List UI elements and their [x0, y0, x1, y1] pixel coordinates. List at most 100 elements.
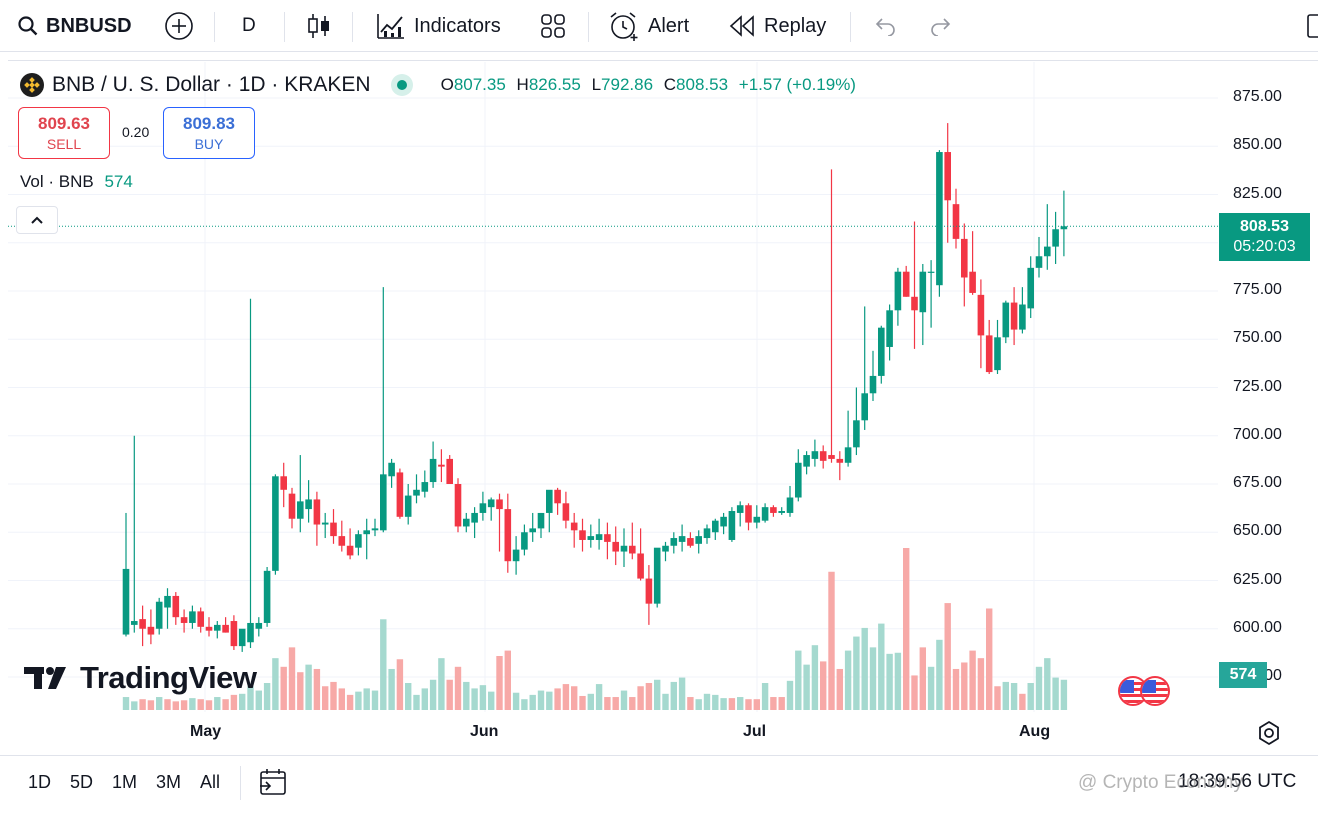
volume-bar — [488, 691, 495, 710]
candle-body — [1035, 256, 1043, 268]
price-tick: 875.00 — [1233, 88, 1282, 105]
toolbar-divider — [588, 12, 589, 42]
volume-bar — [761, 683, 769, 710]
volume-bar — [1010, 683, 1018, 710]
range-1d[interactable]: 1D — [28, 772, 52, 792]
volume-bar — [629, 697, 636, 710]
candle-body — [529, 528, 536, 533]
candle-body — [629, 545, 636, 554]
buy-button[interactable]: 809.83 BUY — [163, 107, 255, 159]
replay-button[interactable]: Replay — [728, 0, 826, 52]
price-tick: 650.00 — [1233, 522, 1282, 540]
candle-body — [479, 503, 487, 513]
settings-gear-icon[interactable] — [1256, 720, 1282, 746]
candle-body — [230, 621, 238, 647]
candle-body — [272, 476, 279, 571]
candle-body — [537, 512, 545, 529]
volume-bar — [405, 683, 412, 710]
candle-body — [927, 271, 935, 273]
candle-body — [463, 518, 470, 527]
symbol-title[interactable]: BNB / U. S. Dollar · 1D · KRAKEN — [52, 73, 371, 96]
volume-bar — [297, 672, 304, 710]
range-5d[interactable]: 5D — [70, 772, 94, 792]
volume-bar — [255, 690, 262, 710]
candle-body — [131, 621, 138, 625]
price-tick: 725.00 — [1233, 377, 1282, 395]
indicators-button[interactable]: Indicators — [376, 0, 501, 52]
candle-body — [952, 204, 960, 239]
volume-bar — [587, 693, 594, 710]
volume-bar — [288, 647, 296, 710]
time-tick-aug: Aug — [1019, 723, 1051, 740]
tradingview-logo[interactable]: TradingView — [24, 660, 257, 696]
volume-bar — [554, 688, 561, 710]
range-3m[interactable]: 3M — [156, 772, 182, 792]
collapse-legend-button[interactable] — [16, 206, 58, 234]
candle-body — [886, 310, 893, 347]
range-all[interactable]: All — [200, 772, 221, 792]
volume-bar — [1027, 683, 1034, 710]
range-1m[interactable]: 1M — [112, 772, 138, 792]
candle-body — [1060, 226, 1068, 230]
toolbar-divider — [214, 12, 215, 42]
volume-bar — [579, 695, 586, 710]
candle-body — [703, 528, 711, 539]
us-event-flag-icon[interactable] — [1140, 676, 1170, 706]
price-tick: 825.00 — [1233, 184, 1282, 202]
volume-bar — [355, 691, 362, 710]
low-key: L — [591, 75, 602, 94]
bottom-toolbar — [0, 755, 1318, 813]
volume-bar — [396, 659, 404, 710]
toolbar-divider — [850, 12, 851, 42]
symbol-search[interactable]: BNBUSD — [18, 0, 132, 52]
add-circle-icon — [165, 12, 193, 40]
volume-bar — [695, 699, 702, 710]
volume-bar — [521, 699, 528, 710]
bottom-divider — [240, 766, 241, 800]
price-tick: 625.00 — [1233, 570, 1282, 588]
candle-body — [263, 570, 271, 623]
market-status-dot[interactable] — [390, 74, 413, 96]
compare-button[interactable] — [164, 0, 194, 52]
chart-pane[interactable] — [8, 60, 1318, 753]
undo-button[interactable] — [872, 0, 898, 52]
candle-body — [214, 624, 221, 631]
goto-date-icon[interactable] — [258, 766, 290, 798]
undo-icon — [875, 18, 895, 36]
volume-bar — [371, 690, 379, 710]
volume-bar — [479, 685, 487, 710]
utc-clock[interactable]: 18:39:56 UTC — [1178, 771, 1297, 792]
volume-bar — [438, 658, 445, 710]
volume-bar — [786, 680, 794, 710]
candle-body — [521, 532, 528, 550]
sell-button[interactable]: 809.63 SELL — [18, 107, 110, 159]
volume-bar — [753, 699, 760, 710]
layout-button[interactable] — [1306, 0, 1318, 52]
volume-bar — [222, 699, 229, 710]
templates-button[interactable] — [540, 0, 566, 52]
candle-body — [189, 611, 196, 623]
volume-bar — [703, 693, 711, 710]
chart-type-button[interactable] — [306, 0, 332, 52]
candle-body — [172, 595, 180, 618]
volume-legend[interactable]: Vol · BNB 574 — [20, 172, 133, 192]
price-chart[interactable] — [0, 0, 1318, 760]
candle-body — [197, 611, 204, 627]
volume-bar — [537, 690, 545, 710]
candle-body — [944, 152, 951, 201]
interval-button[interactable]: D — [242, 0, 256, 52]
volume-bar — [413, 694, 420, 710]
candle-body — [919, 271, 927, 313]
volume-bar — [919, 647, 926, 710]
price-tick: 850.00 — [1233, 136, 1282, 154]
candle-body — [247, 622, 254, 643]
candle-body — [255, 622, 263, 629]
indicators-label: Indicators — [414, 14, 501, 37]
alert-button[interactable]: Alert — [608, 0, 689, 52]
candle-body — [446, 458, 453, 484]
top-toolbar: BNBUSD D Indicators Alert Replay — [0, 0, 1318, 52]
redo-button[interactable] — [928, 0, 954, 52]
candle-body — [122, 568, 130, 635]
candle-body — [404, 495, 412, 517]
candle-body — [512, 549, 520, 562]
